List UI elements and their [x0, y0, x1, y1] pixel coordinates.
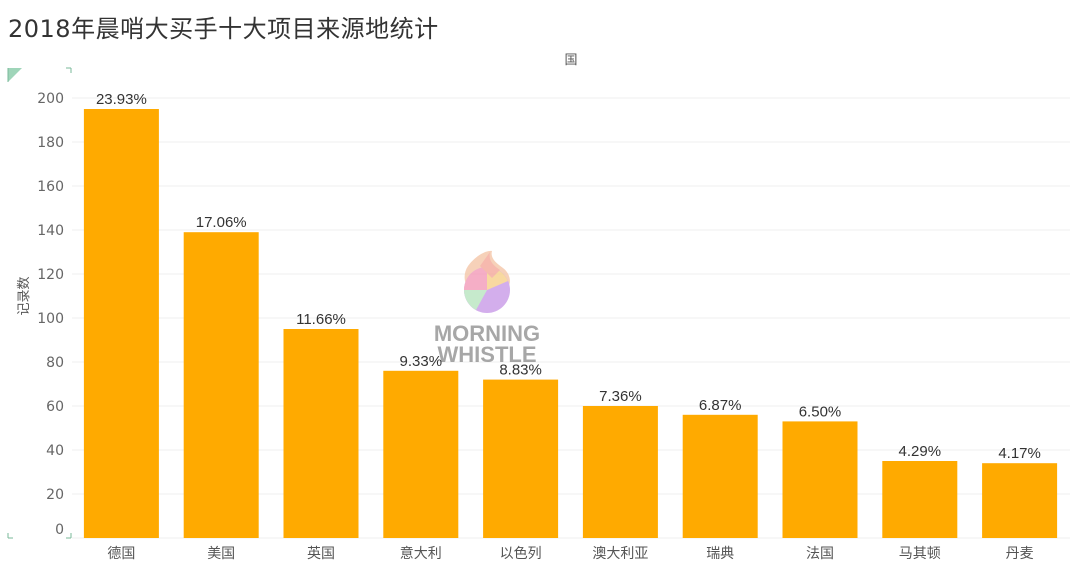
bar-data-label: 4.17% [998, 445, 1041, 462]
x-axis-categories: 德国 美国 英国 意大利 以色列 澳大利亚 瑞典 法国 马其顿 丹麦 [107, 545, 1033, 562]
x-category-label: 马其顿 [899, 546, 941, 562]
x-category-label: 美国 [207, 546, 235, 562]
bar-data-label: 6.50% [799, 403, 842, 420]
corner-triangle-icon [8, 68, 22, 82]
y-tick-label: 200 [37, 91, 64, 107]
bars [83, 109, 1058, 538]
bar [83, 109, 159, 538]
x-category-label: 丹麦 [1006, 546, 1034, 562]
bar-data-label: 8.83% [499, 362, 542, 379]
bar-data-label: 4.29% [899, 443, 942, 460]
y-tick-label: 160 [37, 179, 64, 195]
x-category-label: 澳大利亚 [592, 546, 648, 562]
chart-title: 2018年晨哨大买手十大项目来源地统计 [8, 15, 439, 43]
x-category-label: 法国 [806, 546, 834, 562]
bar [682, 414, 758, 538]
watermark-line2: WHISTLE [438, 342, 537, 367]
y-tick-label: 0 [55, 522, 64, 538]
bar-data-label: 17.06% [196, 214, 247, 231]
x-category-label: 瑞典 [706, 546, 734, 562]
bar-data-label: 23.93% [96, 91, 147, 108]
bar [283, 329, 359, 538]
bar [882, 461, 958, 538]
y-tick-label: 180 [37, 135, 64, 151]
y-axis-title: 记录数 [17, 276, 32, 315]
y-tick-label: 80 [46, 355, 64, 371]
bar [183, 232, 259, 538]
y-tick-label: 20 [46, 487, 64, 503]
bar-data-label: 11.66% [296, 311, 346, 328]
y-tick-label: 120 [37, 267, 64, 283]
bar [483, 379, 559, 538]
flame-logo-icon [464, 250, 510, 313]
x-category-label: 以色列 [500, 545, 542, 562]
bar [383, 370, 459, 538]
x-category-label: 德国 [107, 546, 135, 562]
bar [982, 463, 1058, 538]
x-category-label: 英国 [307, 545, 335, 562]
plot-corner-marks [7, 67, 72, 539]
bar-data-label: 9.33% [400, 353, 443, 370]
data-labels: 23.93% 17.06% 11.66% 9.33% 8.83% 7.36% 6.87% 6.… [96, 91, 1041, 462]
y-tick-label: 140 [37, 223, 64, 239]
watermark-line1: MORNING [434, 321, 540, 346]
y-tick-label: 100 [37, 311, 64, 327]
y-tick-label: 60 [46, 399, 64, 415]
bar [582, 406, 658, 538]
bar [782, 421, 858, 538]
x-category-label: 意大利 [400, 545, 442, 562]
y-axis-ticks: 0 20 40 60 80 100 120 140 160 180 200 [37, 91, 64, 538]
y-tick-label: 40 [46, 443, 64, 459]
x-axis-title: 国 [564, 53, 577, 68]
morning-whistle-watermark: MORNING WHISTLE [434, 250, 540, 367]
bar-data-label: 6.87% [699, 397, 742, 414]
bar-data-label: 7.36% [599, 388, 642, 405]
